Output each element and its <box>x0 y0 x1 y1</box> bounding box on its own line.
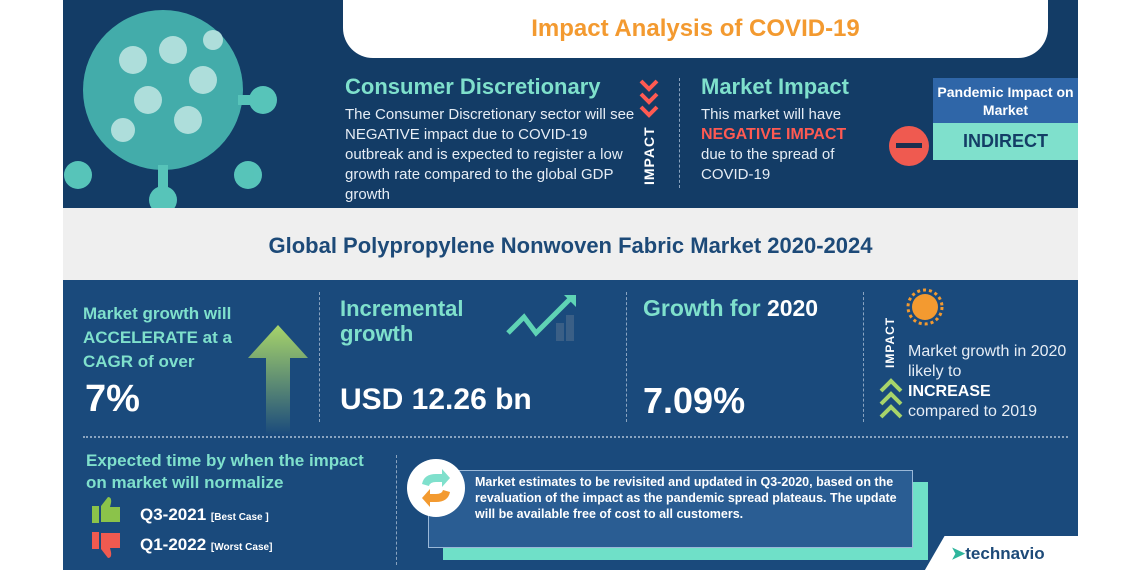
impact-label: IMPACT <box>641 126 657 185</box>
page-title: Impact Analysis of COVID-19 <box>343 0 1048 58</box>
worst-case: Q1-2022 [Worst Case] <box>140 535 272 555</box>
incremental-value: USD 12.26 bn <box>340 383 532 416</box>
market-impact-text: This market will have NEGATIVE IMPACT du… <box>701 105 871 185</box>
chevrons-down-icon <box>639 79 659 118</box>
market-title-band <box>63 208 1078 280</box>
best-case-value: Q3-2021 <box>140 505 207 524</box>
growth-2020-label: Growth for 2020 <box>643 295 818 322</box>
market-title: Global Polypropylene Nonwoven Fabric Mar… <box>268 233 873 258</box>
sun-icon <box>906 288 944 326</box>
cagr-text: Market growth will ACCELERATE at a CAGR … <box>83 304 232 371</box>
section-divider <box>83 436 1068 438</box>
consumer-text: The Consumer Discretionary sector will s… <box>345 106 635 203</box>
impact-line2: compared to 2019 <box>908 403 1037 420</box>
market-impact-line2: due to the spread of COVID-19 <box>701 146 835 183</box>
consumer-heading: Consumer Discretionary <box>345 74 601 99</box>
brand-name: technavio <box>965 544 1045 563</box>
impact-label-2: IMPACT <box>883 316 897 368</box>
minus-circle-icon <box>889 126 929 166</box>
increase-label: INCREASE <box>908 383 991 400</box>
thumbs-up-icon <box>92 497 120 523</box>
pandemic-impact-label: Pandemic Impact on Market <box>933 78 1078 123</box>
negative-impact: NEGATIVE IMPACT <box>701 126 847 143</box>
virus-icon <box>64 10 277 214</box>
infographic: Impact Analysis of COVID-19 Consumer Dis… <box>63 0 1078 570</box>
growth-label: Growth for <box>643 295 767 321</box>
divider <box>396 455 397 565</box>
note-card: Market estimates to be revisited and upd… <box>428 470 913 548</box>
growth-year: 2020 <box>766 295 819 321</box>
thumbs-down-icon <box>92 532 120 558</box>
refresh-icon <box>407 459 465 517</box>
normalize-heading: Expected time by when the impact on mark… <box>86 451 364 492</box>
incremental-label: Incremental growth <box>340 296 464 346</box>
impact-2020-text: Market growth in 2020 likely to INCREASE… <box>908 342 1078 422</box>
worst-case-note: [Worst Case] <box>210 542 273 553</box>
market-impact-heading: Market Impact <box>701 74 849 99</box>
best-case: Q3-2021 [Best Case ] <box>140 505 269 525</box>
divider <box>319 292 320 422</box>
trend-up-icon <box>506 295 576 341</box>
impact-line1: Market growth in 2020 likely to <box>908 343 1067 380</box>
market-impact-line1: This market will have <box>701 106 842 123</box>
pandemic-impact-value: INDIRECT <box>933 123 1078 160</box>
divider <box>679 78 680 188</box>
growth-2020-value: 7.09% <box>643 380 746 421</box>
divider <box>626 292 627 422</box>
divider <box>863 292 864 422</box>
arrow-up-icon <box>248 325 308 435</box>
cagr-value: 7% <box>85 378 140 420</box>
best-case-note: [Best Case ] <box>210 512 269 523</box>
chevrons-up-icon <box>879 378 903 419</box>
technavio-logo: ➤technavio <box>951 544 1045 563</box>
worst-case-value: Q1-2022 <box>140 535 207 554</box>
